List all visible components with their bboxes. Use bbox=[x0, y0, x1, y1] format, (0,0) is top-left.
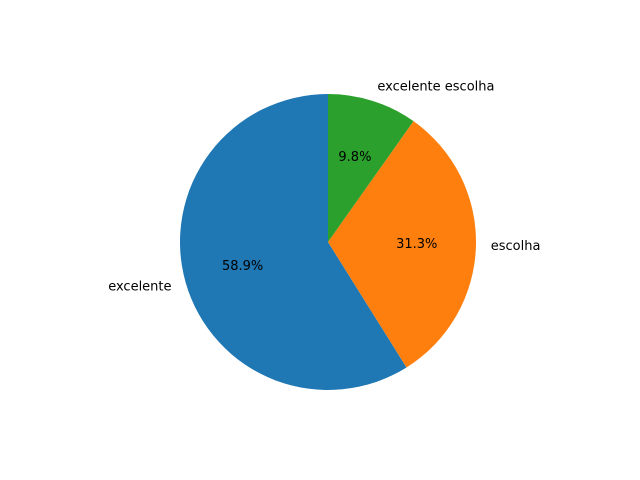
pie-labels: 58.9% excelente 31.3% escolha 9.8% excelente … bbox=[108, 79, 540, 294]
pie-category-label: escolha bbox=[491, 239, 541, 254]
pie-category-label: excelente escolha bbox=[377, 79, 494, 94]
pie-percent-label: 58.9% bbox=[222, 259, 263, 274]
pie-percent-label: 31.3% bbox=[396, 237, 437, 252]
pie-percent-label: 9.8% bbox=[338, 150, 371, 165]
pie-slices bbox=[180, 94, 477, 390]
pie-slice-excelente-escolha bbox=[328, 94, 414, 242]
pie-category-label: excelente bbox=[108, 279, 171, 294]
pie-slice-escolha bbox=[328, 121, 477, 368]
pie-slice-excelente bbox=[180, 94, 407, 390]
